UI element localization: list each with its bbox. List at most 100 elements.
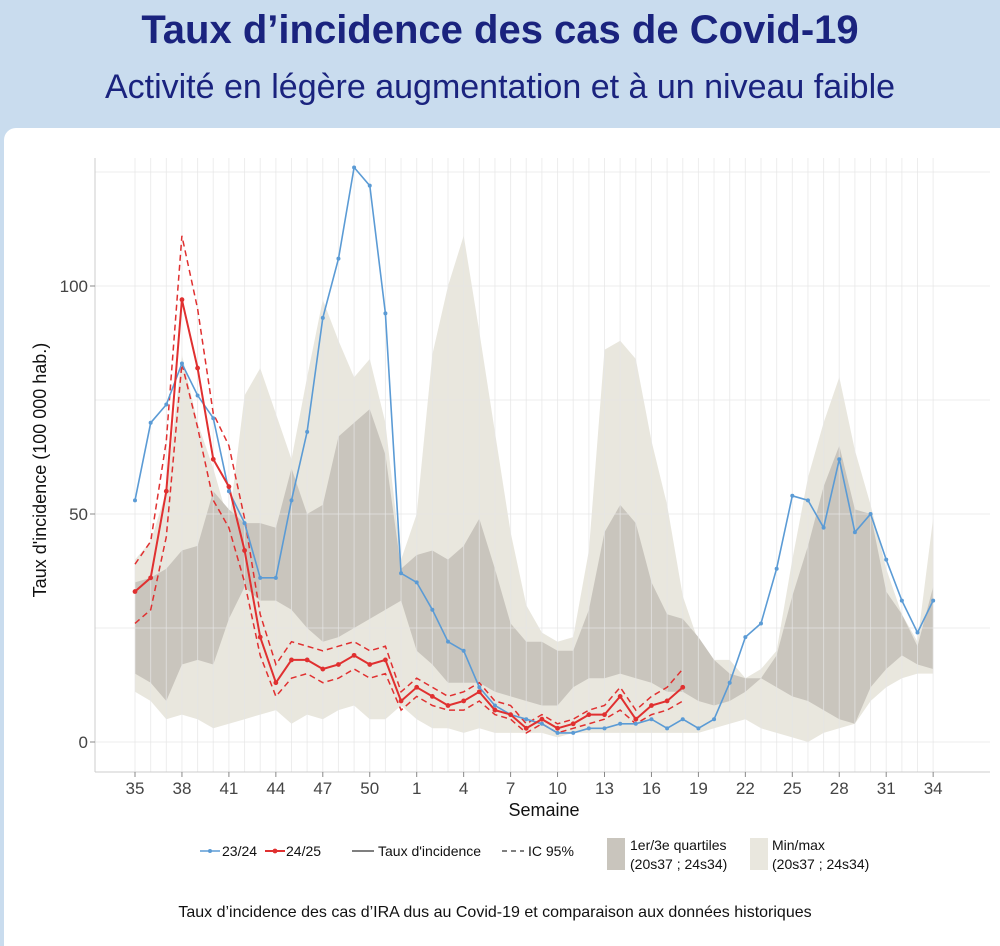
y-tick-label: 100	[60, 277, 88, 296]
point-24-25	[210, 456, 216, 462]
point-23-24	[915, 630, 920, 635]
point-23-24	[884, 557, 889, 562]
point-24-25	[132, 589, 138, 594]
x-tick-label: 22	[736, 779, 755, 798]
point-23-24	[680, 717, 685, 722]
x-axis-title: Semaine	[508, 800, 579, 820]
point-23-24	[649, 717, 654, 722]
point-23-24	[195, 393, 200, 398]
point-23-24	[696, 726, 701, 731]
x-tick-label: 50	[360, 779, 379, 798]
point-24-25	[148, 575, 154, 581]
y-tick-label: 50	[69, 505, 88, 524]
y-tick-labels: 0 50 100	[60, 277, 95, 752]
chart-caption: Taux d’incidence des cas d’IRA dus au Co…	[178, 904, 812, 921]
point-24-25	[163, 488, 169, 494]
point-23-24	[179, 361, 184, 366]
x-tick-label: 35	[126, 779, 145, 798]
series-line-23-24	[134, 165, 934, 734]
legend-label-quartiles: 1er/3e quartiles	[630, 837, 727, 853]
x-tick-label: 13	[595, 779, 614, 798]
point-23-24	[524, 717, 529, 722]
legend-swatch-quartiles	[607, 838, 625, 870]
ic95-lines	[134, 235, 684, 734]
series-line-24-25	[134, 299, 684, 730]
legend-label-minmax: Min/max	[772, 837, 825, 853]
point-24-25	[539, 716, 545, 722]
x-tick-label: 19	[689, 779, 708, 798]
point-23-24	[430, 607, 435, 612]
point-23-24	[805, 498, 810, 503]
x-tick-label: 25	[783, 779, 802, 798]
point-23-24	[477, 685, 482, 690]
point-23-24	[258, 575, 263, 580]
point-24-25	[242, 548, 247, 553]
point-23-24	[727, 680, 732, 685]
x-tick-labels: 35 38 41 44 47 50 1 4 7 10 13 16 19 22 25 28 31 34	[126, 772, 943, 798]
page-subtitle: Activité en légère augmentation et à un …	[104, 68, 896, 106]
x-tick-label: 10	[548, 779, 567, 798]
legend-label-24-25: 24/25	[286, 843, 321, 859]
point-23-24	[383, 311, 388, 316]
historical-bands	[135, 235, 934, 743]
legend: 23/24 24/25 Taux d'incidence IC 95% 1er/3e q…	[200, 837, 869, 872]
header-banner: Taux d’incidence des cas de Covid-19 Act…	[0, 0, 1000, 128]
point-23-24	[602, 726, 607, 731]
point-24-25	[602, 712, 607, 718]
point-24-25	[367, 662, 373, 667]
legend-label-23-24: 23/24	[222, 843, 257, 859]
point-23-24	[211, 416, 216, 421]
point-23-24	[492, 703, 497, 708]
point-24-25	[523, 725, 529, 731]
x-tick-label: 4	[459, 779, 468, 798]
point-23-24	[774, 566, 779, 571]
point-24-25	[492, 707, 498, 713]
point-23-24	[899, 598, 904, 603]
point-24-25	[414, 684, 420, 690]
legend-swatch-24-25-dot	[272, 848, 278, 854]
point-23-24	[665, 726, 670, 731]
point-24-25	[195, 365, 201, 371]
x-tick-label: 34	[924, 779, 943, 798]
point-23-24	[712, 717, 717, 722]
point-23-24	[571, 730, 576, 735]
point-24-25	[633, 716, 639, 722]
series-lines	[134, 165, 934, 734]
x-tick-label: 28	[830, 779, 849, 798]
point-24-25	[555, 725, 560, 731]
point-24-25	[289, 657, 294, 663]
point-24-25	[476, 689, 482, 695]
ic95-upper-line	[134, 235, 684, 725]
point-24-25	[445, 703, 451, 708]
y-axis-title: Taux d'incidence (100 000 hab.)	[30, 343, 50, 598]
point-24-25	[586, 712, 592, 718]
x-tick-label: 41	[219, 779, 238, 798]
legend-period-quartiles: (20s37 ; 24s34)	[630, 856, 727, 872]
point-23-24	[539, 721, 544, 726]
point-23-24	[852, 530, 857, 535]
point-23-24	[868, 512, 873, 516]
point-23-24	[618, 721, 623, 726]
point-24-25	[398, 698, 404, 704]
point-23-24	[226, 489, 231, 494]
point-23-24	[242, 521, 247, 526]
x-tick-label: 7	[506, 779, 515, 798]
point-24-25	[226, 484, 232, 490]
point-24-25	[570, 721, 576, 727]
legend-swatch-23-24-dot	[208, 849, 212, 853]
point-23-24	[446, 639, 450, 644]
point-24-25	[304, 657, 310, 663]
point-24-25	[273, 680, 279, 686]
x-tick-label: 1	[412, 779, 421, 798]
point-23-24	[837, 457, 842, 462]
point-23-24	[555, 730, 560, 735]
point-24-25	[649, 703, 654, 708]
point-23-24	[320, 315, 325, 320]
point-24-25	[617, 694, 623, 699]
quartile-band	[135, 409, 934, 724]
point-24-25	[664, 698, 670, 704]
point-23-24	[273, 575, 278, 580]
legend-label-taux: Taux d'incidence	[378, 843, 481, 859]
legend-label-ic95: IC 95%	[528, 843, 574, 859]
